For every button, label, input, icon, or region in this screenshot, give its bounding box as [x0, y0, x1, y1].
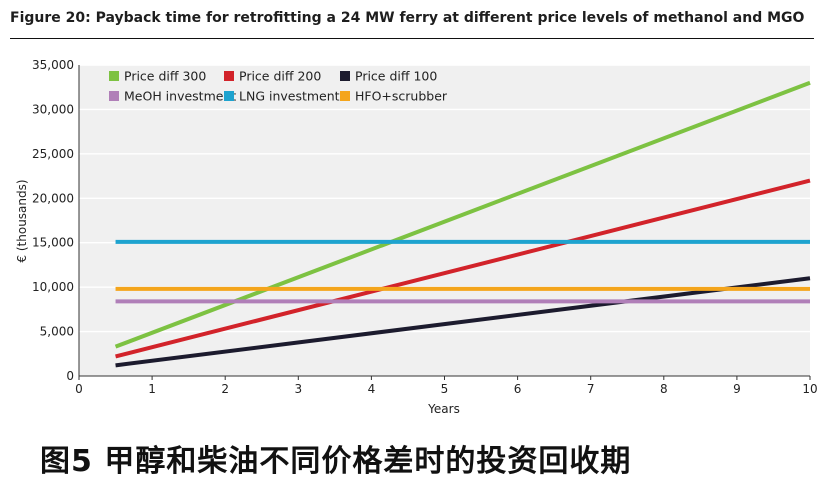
legend-swatch-price-diff-300 [109, 71, 119, 81]
y-tick-label: 20,000 [32, 191, 74, 205]
legend-swatch-meoh-investment [109, 91, 119, 101]
y-tick-label: 0 [66, 369, 74, 383]
x-tick-label: 0 [75, 382, 83, 396]
y-tick-label: 5,000 [40, 325, 74, 339]
x-tick-label: 6 [514, 382, 522, 396]
series-line-price-diff-200 [115, 178, 811, 359]
legend-label-lng-investment: LNG investment [239, 89, 340, 104]
figure-title: Figure 20: Payback time for retrofitting… [10, 10, 805, 26]
legend-swatch-hfo-scrubber [340, 91, 350, 101]
x-tick-label: 3 [294, 382, 302, 396]
legend-swatch-price-diff-200 [224, 71, 234, 81]
x-tick-label: 2 [221, 382, 229, 396]
x-tick-label: 8 [660, 382, 668, 396]
y-tick-label: 30,000 [32, 102, 74, 116]
y-tick-label: 10,000 [32, 280, 74, 294]
x-axis-label: Years [427, 402, 460, 416]
legend-swatch-lng-investment [224, 91, 234, 101]
x-tick-label: 4 [368, 382, 376, 396]
y-tick-label: 15,000 [32, 236, 74, 250]
chinese-caption: 图5 甲醇和柴油不同价格差时的投资回收期 [40, 444, 632, 479]
x-tick-label: 7 [587, 382, 595, 396]
y-axis-label: € (thousands) [15, 179, 29, 262]
legend-label-meoh-investment: MeOH investment [124, 89, 236, 104]
x-tick-label: 10 [802, 382, 817, 396]
legend-label-hfo-scrubber: HFO+scrubber [355, 89, 448, 104]
legend-label-price-diff-300: Price diff 300 [124, 69, 206, 84]
payback-line-chart: 0 5,000 10,000 15,000 20,000 25,000 30,000 35,0… [15, 58, 818, 416]
legend-label-price-diff-100: Price diff 100 [355, 69, 437, 84]
x-tick-label: 5 [441, 382, 449, 396]
y-tick-label: 25,000 [32, 147, 74, 161]
x-tick-label: 1 [148, 382, 156, 396]
legend-swatch-price-diff-100 [340, 71, 350, 81]
series-line-price-diff-100 [115, 276, 811, 368]
y-tick-label: 35,000 [32, 58, 74, 72]
x-tick-label: 9 [733, 382, 741, 396]
title-divider [10, 38, 814, 39]
legend-label-price-diff-200: Price diff 200 [239, 69, 321, 84]
